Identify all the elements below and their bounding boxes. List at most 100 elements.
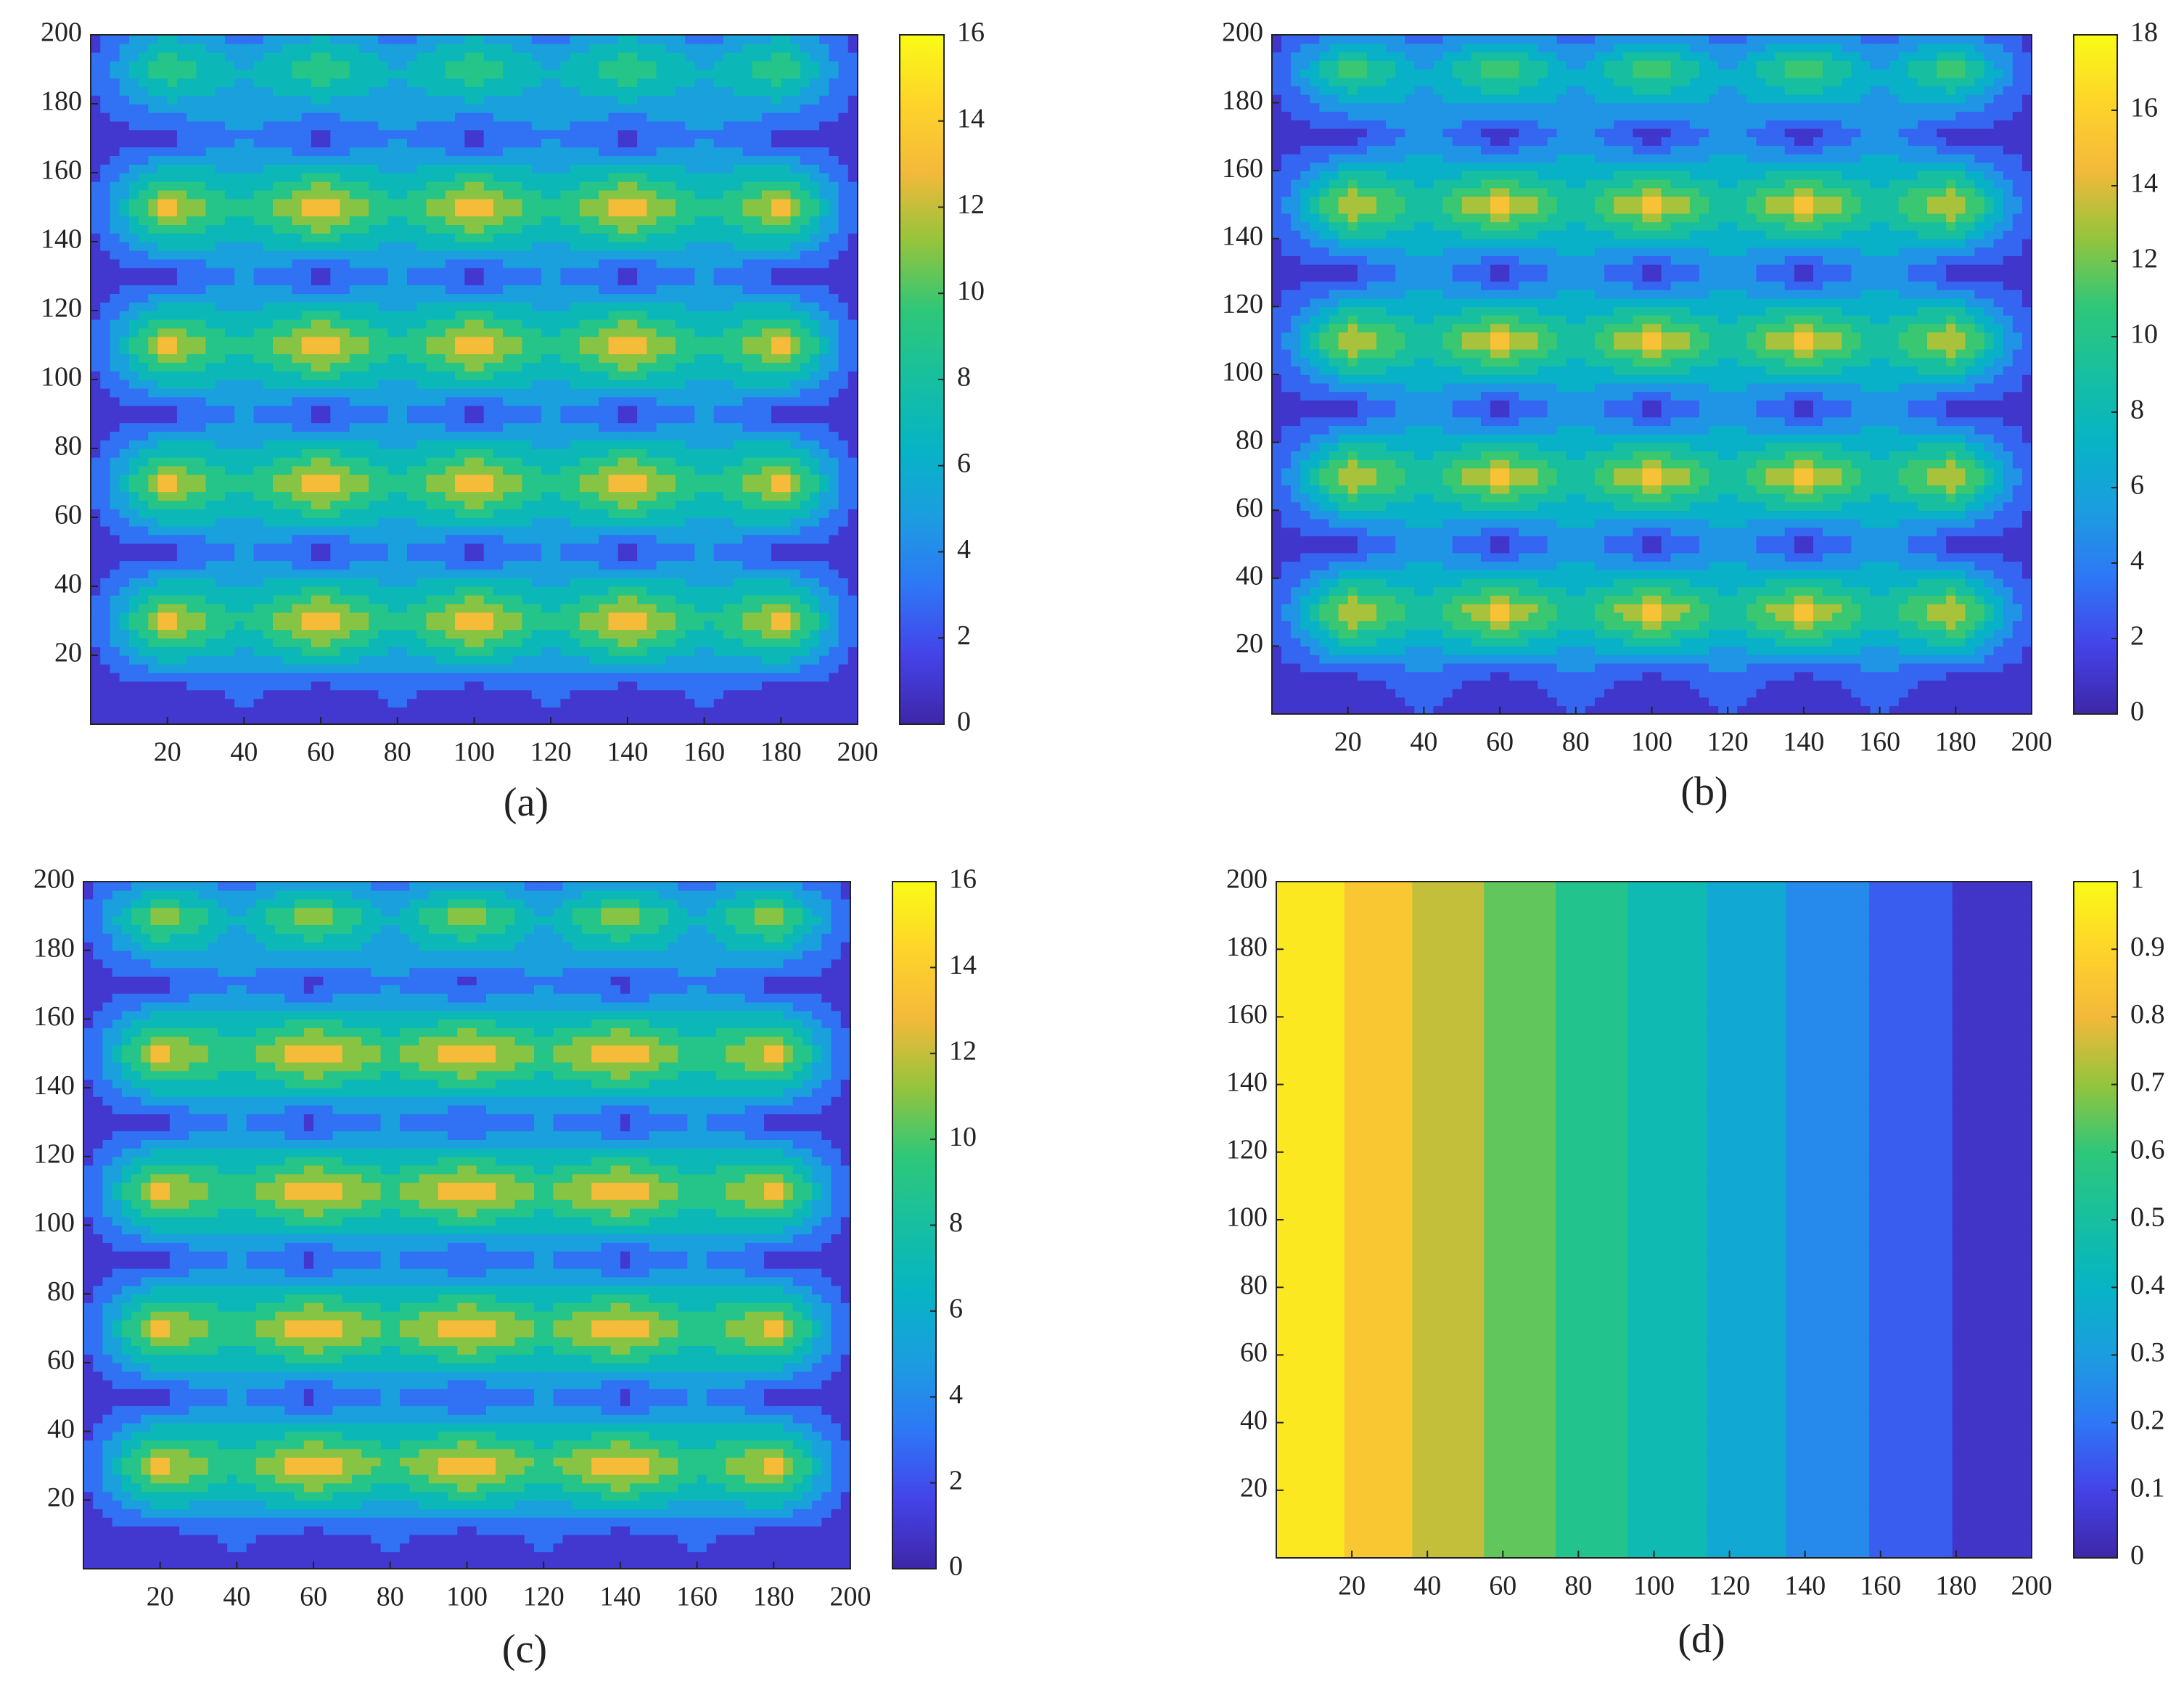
contour-cell [139,52,159,62]
contour-cell [838,629,858,639]
contour-cell [1879,102,1957,112]
contour-cell [1728,136,1757,146]
contour-cell [244,319,274,329]
contour-cell [121,1328,142,1338]
contour-cell [1604,136,1643,146]
contour-cell [1955,629,1966,639]
contour-cell [1728,459,1757,469]
contour-cell [1633,527,1653,537]
contour-cell [1347,205,1377,214]
contour-cell [608,198,628,208]
contour-cell [91,689,168,699]
contour-cell [1803,128,1823,138]
contour-cell [387,216,398,226]
contour-cell [781,387,801,398]
contour-cell [1291,357,1311,367]
contour-cell [1424,510,1501,520]
contour-cell [1984,476,1995,485]
contour-cell [263,242,321,251]
contour-cell [110,500,130,509]
contour-cell [531,120,551,131]
contour-cell [157,207,168,217]
contour-cell [313,1397,382,1406]
contour-cell [1319,171,1339,180]
contour-cell [311,681,321,691]
contour-cell [1651,86,1672,95]
contour-cell [1329,247,1349,256]
contour-cell [1509,612,1530,622]
y-tick-label: 20 [1236,628,1263,659]
contour-cell [493,112,551,122]
contour-cell [416,164,475,173]
contour-cell [474,500,485,509]
contour-cell [1547,485,1577,494]
contour-cell [303,1440,314,1450]
contour-cell [704,311,782,320]
contour-cell [773,1328,784,1338]
contour-cell [167,95,178,104]
contour-cell [1803,281,1823,290]
contour-cell [819,379,849,389]
contour-cell [1547,408,1577,418]
contour-cell [800,612,820,622]
contour-cell [390,1294,439,1303]
contour-cell [800,387,839,398]
contour-cell [812,1448,832,1458]
contour-cell [157,612,168,622]
contour-cell [1538,340,1558,350]
contour-cell [599,327,628,337]
contour-cell [1395,68,1425,78]
contour-cell [1728,485,1757,494]
contour-cell [83,1379,113,1390]
contour-cell [237,1560,314,1569]
contour-cell [455,311,475,320]
contour-cell [627,181,638,191]
contour-cell [464,405,475,415]
contour-cell [620,1431,650,1441]
contour-cell [253,216,293,226]
contour-cell [560,491,600,501]
contour-cell [1338,510,1349,520]
contour-cell [599,258,628,268]
contour-cell [1870,705,1881,715]
contour-cell [321,612,341,622]
contour-cell [139,233,168,242]
y-tick-label: 20 [54,638,82,668]
contour-cell [416,440,475,449]
contour-cell [474,78,485,88]
contour-cell [1329,518,1349,528]
contour-cell [119,311,139,320]
contour-cell [1860,603,1881,613]
contour-cell [321,164,379,173]
contour-cell [1414,178,1425,189]
contour-cell [697,1354,775,1363]
contour-cell [244,284,293,295]
contour-cell [608,474,628,484]
contour-cell [1879,238,1957,248]
contour-cell [620,1371,698,1381]
contour-cell [1272,620,1292,630]
contour-cell [819,189,839,200]
contour-cell [773,1509,794,1518]
contour-cell [224,327,245,337]
contour-cell [1651,323,1662,333]
contour-cell [541,60,551,70]
contour-cell [234,138,245,148]
contour-cell [1955,654,1985,664]
contour-cell [1556,340,1577,350]
contour-cell [1272,433,1282,443]
contour-cell [321,491,350,501]
contour-cell [416,120,475,131]
contour-cell [1937,527,1957,537]
contour-cell [1547,544,1577,554]
contour-cell [244,362,274,372]
contour-cell [1728,493,1738,503]
contour-cell [1642,544,1653,554]
contour-cell [503,629,533,639]
contour-cell [1879,297,1957,308]
contour-cell [1746,476,1767,485]
contour-cell [407,267,466,277]
contour-cell [397,620,427,631]
contour-cell [234,405,245,415]
contour-cell [292,147,321,157]
